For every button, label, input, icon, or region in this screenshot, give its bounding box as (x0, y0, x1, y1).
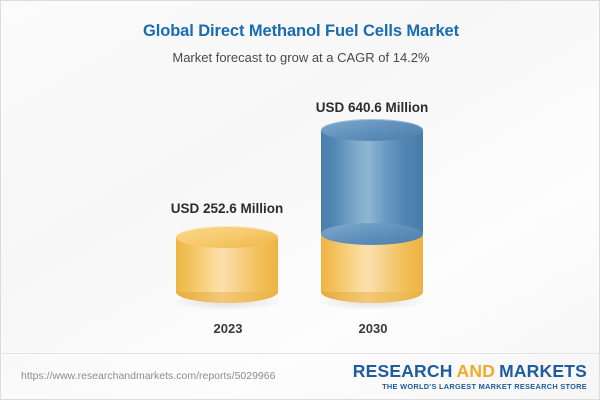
chart-title: Global Direct Methanol Fuel Cells Market (143, 22, 459, 40)
logo-word-markets: MARKETS (499, 361, 587, 381)
bar-2030-segment-divider (321, 223, 423, 245)
bar-2030-top-cap (321, 119, 423, 141)
footer-divider (2, 353, 599, 354)
bar-2023-top-cap (176, 226, 278, 248)
chart-subtitle: Market forecast to grow at a CAGR of 14.… (172, 50, 430, 65)
bar-cylinder-2023[interactable] (176, 226, 278, 314)
report-url[interactable]: https://www.researchandmarkets.com/repor… (21, 370, 276, 382)
category-label-2023: 2023 (213, 321, 243, 336)
bar-cylinder-2030[interactable] (321, 119, 423, 314)
logo-word-research: RESEARCH (352, 361, 453, 381)
header: Global Direct Methanol Fuel Cells Market… (1, 21, 599, 66)
research-and-markets-logo[interactable]: RESEARCH AND MARKETS THE WORLD'S LARGEST M… (353, 361, 587, 392)
logo-word-and: AND (456, 361, 496, 381)
logo-tagline: THE WORLD'S LARGEST MARKET RESEARCH STOR… (382, 382, 587, 391)
category-label-2030: 2030 (358, 321, 388, 336)
logo-wordmark: RESEARCH AND MARKETS (353, 361, 587, 381)
value-label-2023: USD 252.6 Million (170, 201, 284, 216)
bar-2030-growth-segment (321, 130, 423, 234)
chart-plot-area: USD 252.6 Million 2023 USD 640.6 Million (1, 1, 599, 353)
value-label-2030: USD 640.6 Million (315, 100, 429, 115)
